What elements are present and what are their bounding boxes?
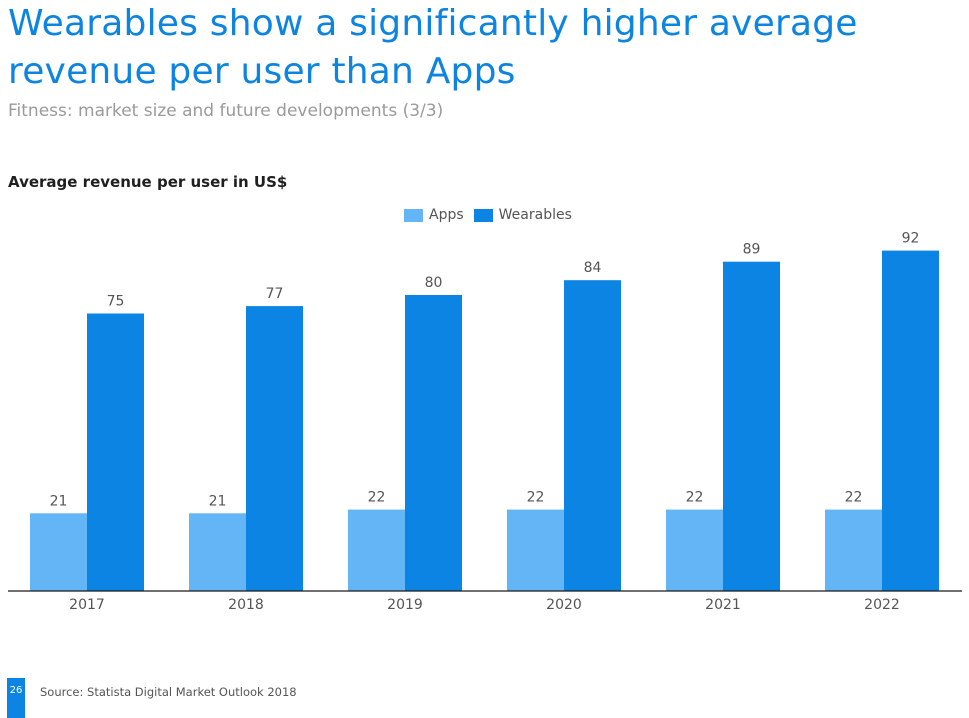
chart-legend: Apps Wearables [404, 207, 582, 223]
data-label-apps-2020: 22 [527, 490, 545, 506]
legend-item-apps: Apps [404, 207, 464, 223]
bar-apps-2018 [189, 513, 246, 591]
data-label-wearables-2018: 77 [266, 286, 284, 302]
data-label-wearables-2017: 75 [107, 294, 125, 310]
data-label-apps-2022: 22 [845, 490, 863, 506]
data-label-apps-2021: 22 [686, 490, 704, 506]
bar-wearables-2021 [723, 261, 780, 591]
legend-swatch-apps [404, 208, 423, 222]
bar-wearables-2017 [87, 313, 144, 591]
bar-wearables-2018 [246, 306, 303, 591]
page-number: 26 [9, 685, 23, 696]
bar-wearables-2022 [882, 250, 939, 591]
x-tick-label-2021: 2021 [705, 597, 741, 613]
x-tick-label-2019: 2019 [387, 597, 423, 613]
data-label-apps-2019: 22 [368, 490, 386, 506]
bar-apps-2022 [825, 509, 882, 591]
legend-label-wearables: Wearables [498, 207, 572, 223]
page-number-bar [7, 678, 25, 718]
data-label-wearables-2021: 89 [743, 242, 761, 258]
data-label-apps-2017: 21 [50, 493, 68, 509]
data-label-wearables-2022: 92 [902, 231, 920, 247]
bar-apps-2020 [507, 509, 564, 591]
x-tick-label-2018: 2018 [228, 597, 264, 613]
bar-apps-2019 [348, 509, 405, 591]
source-note: Source: Statista Digital Market Outlook … [40, 685, 297, 699]
bar-apps-2017 [30, 513, 87, 591]
bar-wearables-2019 [405, 295, 462, 591]
bar-wearables-2020 [564, 280, 621, 591]
data-label-wearables-2019: 80 [425, 275, 443, 291]
bar-apps-2021 [666, 509, 723, 591]
legend-swatch-wearables [473, 208, 493, 222]
data-label-apps-2018: 21 [209, 493, 227, 509]
x-tick-label-2017: 2017 [69, 597, 105, 613]
page-title: Wearables show a significantly higher av… [8, 3, 858, 92]
bar-chart: 21 75 2017 21 77 2018 22 80 2019 22 84 2020 22 89 2021… [8, 231, 962, 613]
page-subtitle: Fitness: market size and future developm… [8, 101, 444, 121]
legend-label-apps: Apps [429, 207, 464, 223]
x-tick-label-2022: 2022 [864, 597, 900, 613]
chart-title: Average revenue per user in US$ [8, 173, 288, 191]
x-tick-label-2020: 2020 [546, 597, 582, 613]
data-label-wearables-2020: 84 [584, 260, 602, 276]
legend-item-wearables: Wearables [473, 207, 572, 223]
